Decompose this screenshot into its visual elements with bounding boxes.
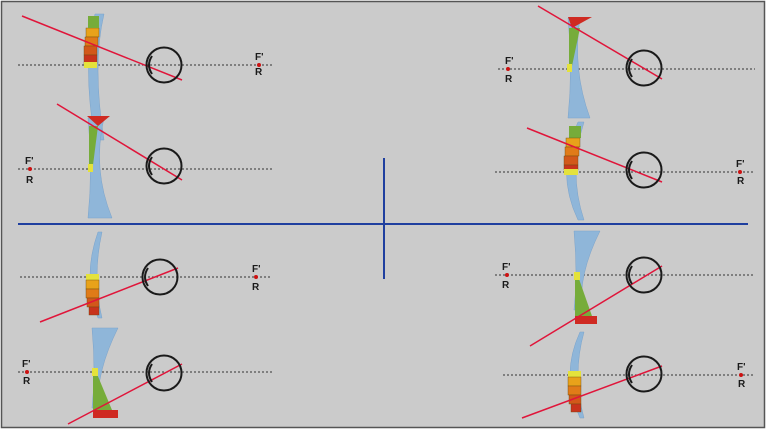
lens-band (569, 126, 581, 138)
focal-point-marker (25, 370, 29, 374)
panel-hyperopia-lens-upper: F' R (495, 121, 755, 221)
prism-wedge (575, 316, 597, 324)
lens-band (563, 155, 579, 166)
prism-wedge (569, 28, 580, 66)
remote-point-label: R (502, 280, 510, 291)
lens-band (85, 279, 100, 290)
light-ray (21, 15, 183, 81)
lens-band (567, 385, 582, 396)
focal-point-marker (738, 170, 742, 174)
panel-myopia-prism-upper: F' R (18, 103, 272, 219)
lens-band (570, 403, 582, 413)
focal-point-label: F' (255, 52, 264, 63)
remote-point-label: R (255, 67, 263, 78)
light-ray (526, 127, 663, 183)
light-ray (67, 363, 183, 425)
lens-band (84, 62, 97, 68)
prism-wedge (575, 279, 592, 316)
focal-point-label: F' (502, 262, 511, 273)
lens-band (85, 288, 100, 299)
focal-point-label: F' (252, 264, 261, 275)
focal-point-label: F' (736, 159, 745, 170)
light-ray (529, 265, 663, 347)
prism-wedge (87, 116, 110, 126)
prism-wedge (568, 17, 592, 28)
remote-point-label: R (737, 176, 745, 187)
panel-myopia-prism-lower: F' R (18, 327, 272, 425)
lens-band (574, 272, 580, 280)
panel-hyperopia-prism-lower: F' R (495, 230, 755, 347)
lens-band (88, 164, 93, 172)
focal-point-label: F' (25, 156, 34, 167)
lens-band (88, 16, 99, 28)
focal-point-marker (506, 67, 510, 71)
panel-myopia-lens-upper: F' R (18, 13, 272, 141)
focal-point-label: F' (737, 362, 746, 373)
lens-band (568, 371, 581, 377)
lens-band (86, 274, 99, 280)
light-ray (39, 267, 179, 323)
remote-point-label: R (26, 175, 34, 186)
lens-band (88, 306, 100, 316)
focal-point-label: F' (505, 56, 514, 67)
panel-hyperopia-lens-lower: F' R (503, 331, 755, 419)
light-ray (521, 365, 663, 419)
lens-band (567, 376, 582, 387)
lens-band (83, 45, 98, 56)
focal-point-marker (257, 63, 261, 67)
remote-point-label: R (252, 282, 260, 293)
focal-point-marker (28, 167, 32, 171)
remote-point-label: R (738, 379, 746, 390)
panel-hyperopia-prism-upper: F' R (498, 5, 755, 119)
lens-band (85, 27, 100, 38)
prism-wedge (93, 374, 112, 410)
focal-point-marker (505, 273, 509, 277)
focal-point-label: F' (22, 359, 31, 370)
lens-band (567, 64, 572, 72)
focal-point-marker (254, 275, 258, 279)
prism-wedge (89, 126, 98, 165)
lens-band (92, 368, 98, 376)
panel-myopia-lens-lower: F' R (20, 231, 272, 323)
lens-band (564, 169, 578, 175)
focal-point-marker (739, 373, 743, 377)
light-ray (56, 103, 183, 181)
light-ray (537, 5, 663, 80)
prism-wedge (93, 410, 118, 418)
remote-point-label: R (23, 376, 31, 387)
remote-point-label: R (505, 74, 513, 85)
